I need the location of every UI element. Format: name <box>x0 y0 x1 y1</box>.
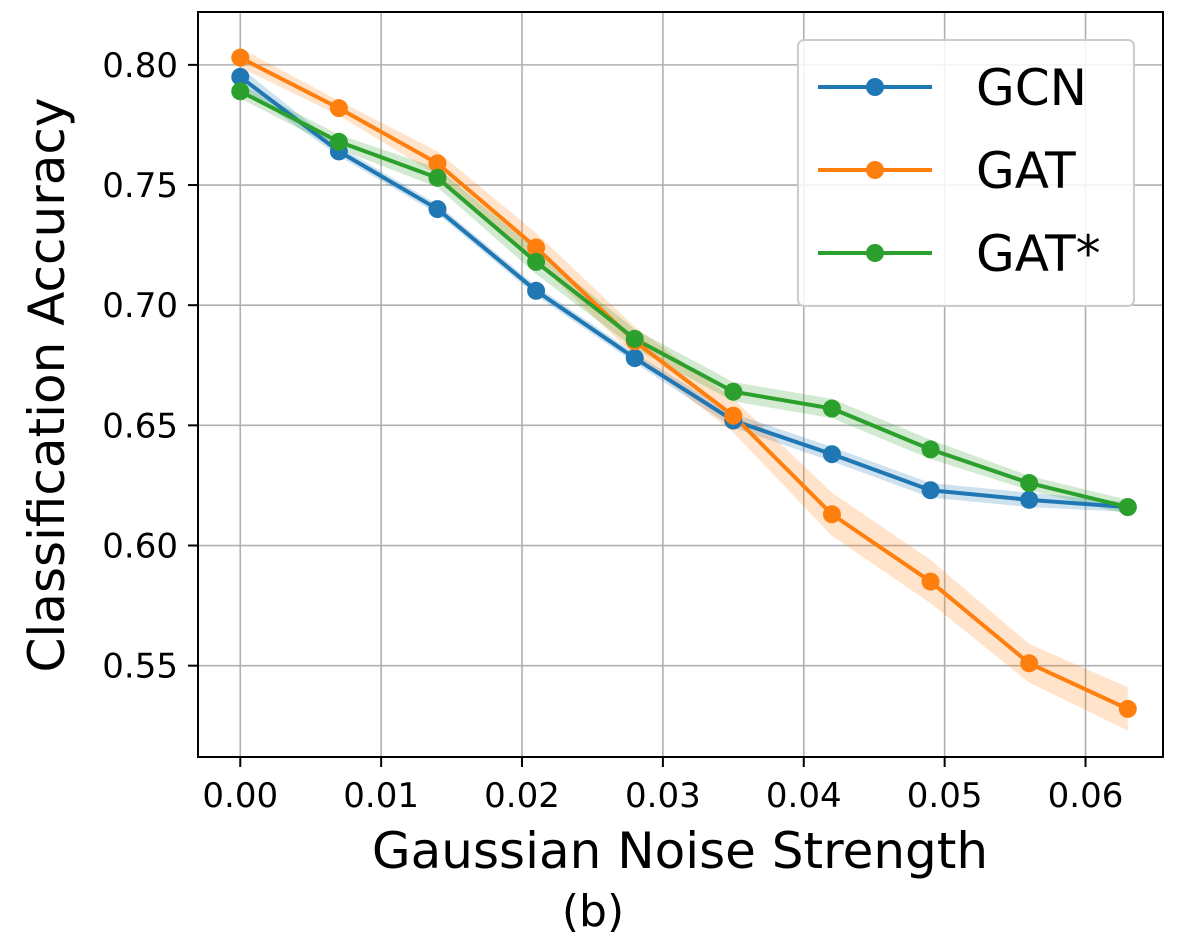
point-gat <box>724 382 743 401</box>
point-gat <box>527 238 546 257</box>
legend-marker-gat <box>866 244 884 262</box>
legend-marker-gat <box>866 161 884 179</box>
x-tick-label: 0.02 <box>484 776 560 816</box>
point-gcn <box>428 200 447 219</box>
line-gcn <box>239 75 1128 510</box>
x-tick-label: 0.00 <box>202 776 278 816</box>
legend-label-gcn: GCN <box>976 59 1087 117</box>
line-gat <box>239 89 1129 510</box>
point-gat <box>1020 654 1039 673</box>
line-gat <box>239 55 1129 711</box>
point-gat <box>231 48 250 67</box>
y-tick-label: 0.80 <box>102 46 178 86</box>
point-gat <box>527 252 546 271</box>
x-axis-ticks: 0.00 0.01 0.02 0.03 0.04 0.05 0.06 <box>202 757 1123 816</box>
y-tick-label: 0.70 <box>102 286 178 326</box>
point-gat <box>428 168 447 187</box>
plot-frame <box>197 11 1164 758</box>
y-tick-label: 0.75 <box>102 166 178 206</box>
x-tick-label: 0.04 <box>766 776 842 816</box>
point-gat <box>921 440 940 459</box>
point-gcn <box>231 67 250 86</box>
y-axis-ticks: 0.55 0.60 0.65 0.70 0.75 0.80 <box>102 46 198 687</box>
point-gat <box>724 406 743 425</box>
series-markers <box>231 48 1137 718</box>
legend-marker-gcn <box>866 78 884 96</box>
point-gcn <box>625 349 644 368</box>
point-gcn <box>822 445 841 464</box>
legend: GCN GAT GAT* <box>797 39 1135 307</box>
point-gat <box>822 505 841 524</box>
point-gat <box>625 329 644 348</box>
point-gat <box>822 399 841 418</box>
point-gcn <box>1020 490 1039 509</box>
figure-caption: (b) <box>562 886 624 937</box>
y-tick-label: 0.60 <box>102 527 178 567</box>
point-gat <box>1118 699 1137 718</box>
x-tick-label: 0.01 <box>343 776 419 816</box>
x-tick-label: 0.06 <box>1048 776 1124 816</box>
band-gat <box>240 84 1128 515</box>
point-gat <box>1020 474 1039 493</box>
legend-box <box>797 39 1135 307</box>
point-gat <box>1118 498 1137 517</box>
legend-label-gat: GAT <box>976 142 1076 200</box>
point-gat <box>231 82 250 101</box>
point-gat <box>329 132 348 151</box>
legend-label-gat: GAT* <box>976 225 1101 283</box>
point-gat <box>329 99 348 118</box>
point-gat <box>921 572 940 591</box>
series-lines <box>239 55 1129 711</box>
x-tick-label: 0.03 <box>625 776 701 816</box>
y-tick-label: 0.55 <box>102 647 178 687</box>
y-axis-title: Classification Accuracy <box>18 98 76 673</box>
x-tick-label: 0.05 <box>907 776 983 816</box>
x-axis-title: Gaussian Noise Strength <box>372 822 988 880</box>
y-tick-label: 0.65 <box>102 406 178 446</box>
point-gcn <box>527 281 546 300</box>
point-gcn <box>921 481 940 500</box>
point-gat <box>428 154 447 173</box>
